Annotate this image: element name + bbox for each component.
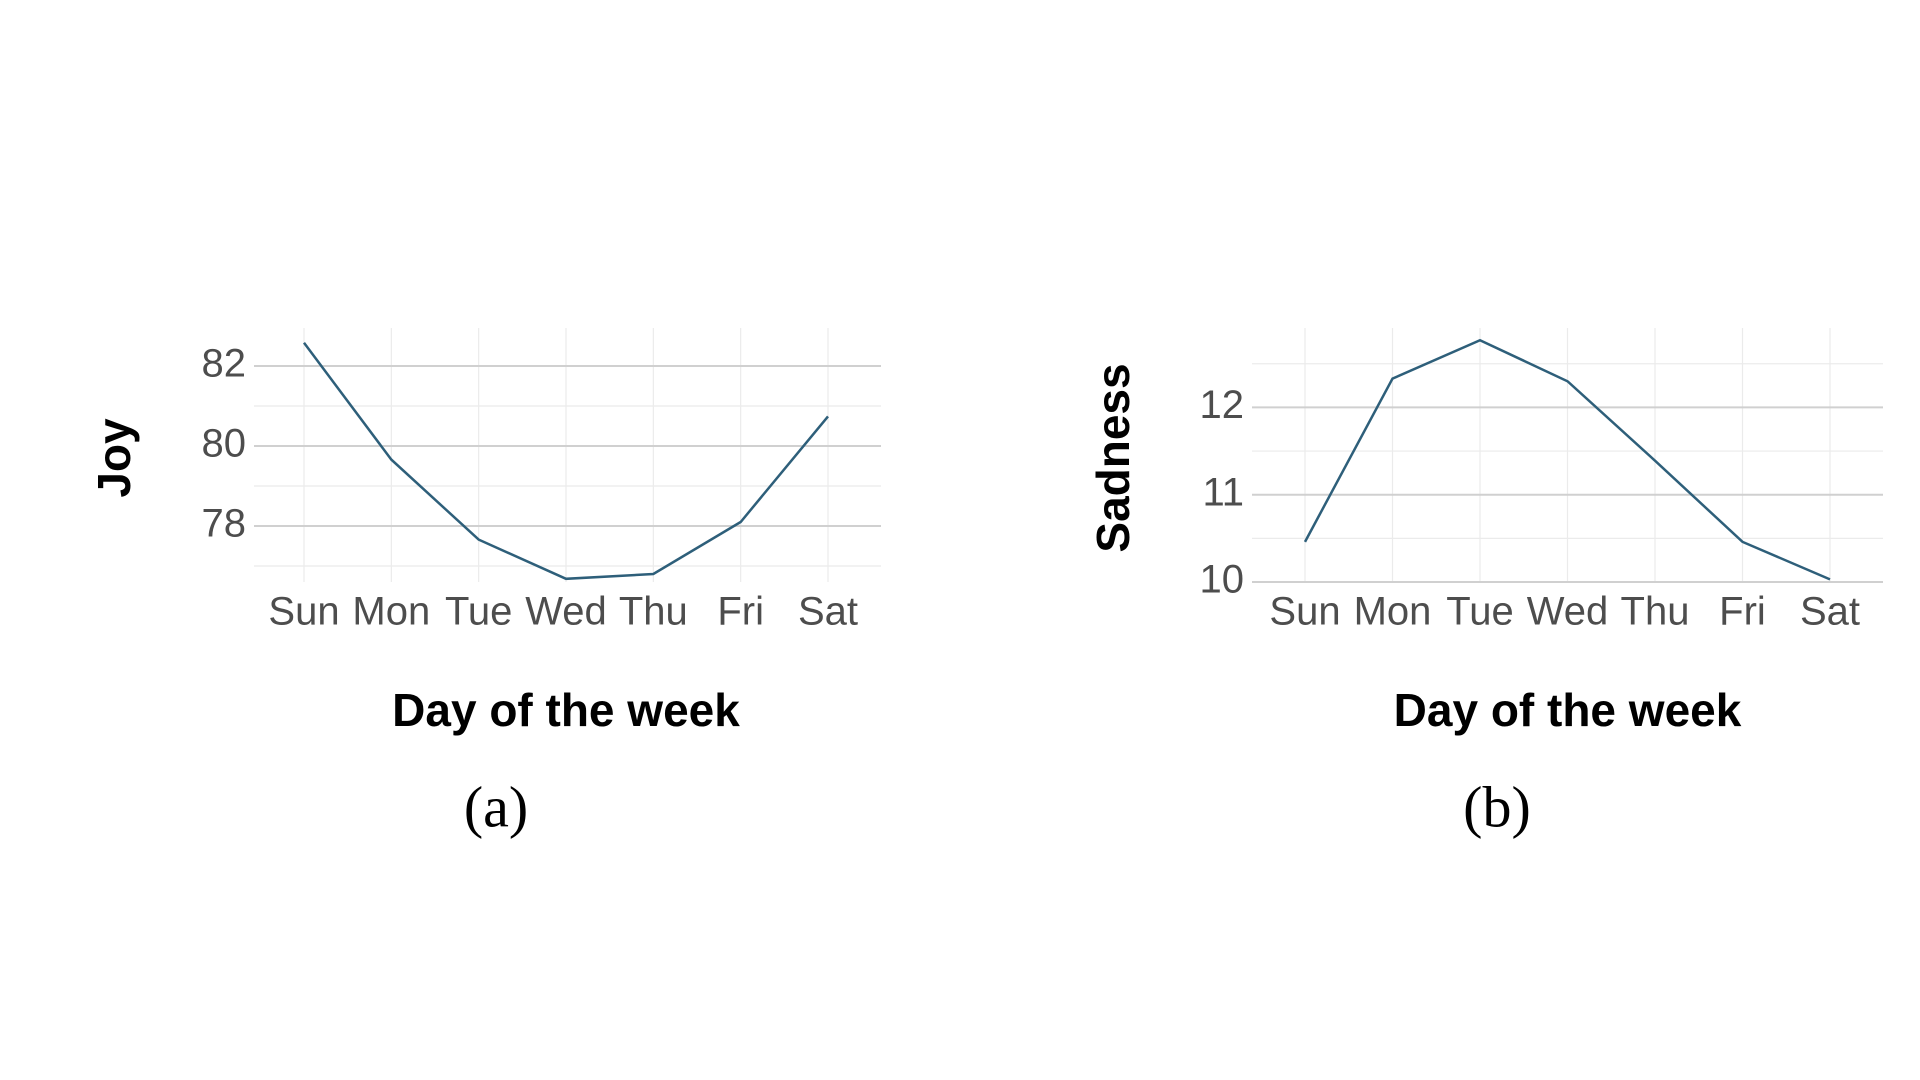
data-line [302, 342, 829, 581]
x-tick-label: Thu [619, 590, 688, 634]
x-tick-label: Tue [1446, 590, 1513, 634]
x-axis-title: Day of the week [1394, 684, 1742, 736]
x-tick-label: Fri [717, 590, 764, 634]
y-tick-label: 10 [1200, 558, 1245, 602]
y-axis-title: Sadness [1087, 363, 1139, 552]
y-tick-label: 78 [202, 502, 247, 546]
y-tick-label: 82 [202, 342, 247, 386]
x-tick-label: Mon [1354, 590, 1432, 634]
x-tick-label: Fri [1719, 590, 1766, 634]
x-tick-label: Sun [1269, 590, 1340, 634]
x-tick-label: Thu [1621, 590, 1690, 634]
x-tick-label: Tue [445, 590, 512, 634]
x-axis-title: Day of the week [392, 684, 740, 736]
y-tick-label: 80 [202, 422, 247, 466]
data-line [1303, 338, 1831, 581]
x-tick-label: Mon [352, 590, 430, 634]
y-tick-label: 12 [1200, 383, 1245, 427]
x-tick-label: Sat [798, 590, 858, 634]
x-tick-label: Wed [525, 590, 607, 634]
y-axis-title: Joy [88, 418, 140, 498]
x-tick-label: Sun [268, 590, 339, 634]
x-tick-label: Wed [1527, 590, 1609, 634]
y-tick-label: 11 [1202, 470, 1244, 514]
caption: (b) [1463, 774, 1531, 839]
caption: (a) [464, 774, 528, 839]
x-tick-label: Sat [1800, 590, 1860, 634]
